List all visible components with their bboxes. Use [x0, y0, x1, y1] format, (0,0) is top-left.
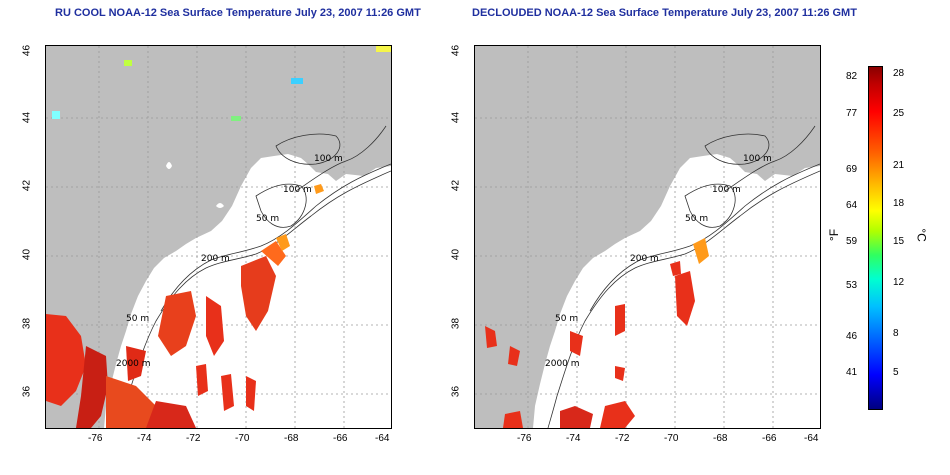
right-map-canvas: 100 m 100 m 50 m 200 m 50 m 2000 m — [475, 46, 820, 428]
fahrenheit-tick: 64 — [846, 200, 858, 211]
fahrenheit-tick: 41 — [846, 367, 858, 378]
y-tick: 46 — [450, 44, 462, 57]
y-tick: 36 — [450, 385, 462, 398]
fahrenheit-unit-label: °F — [827, 228, 842, 242]
left-sst-map: 100 m 100 m 50 m 200 m 50 m 2000 m — [45, 45, 392, 429]
fahrenheit-tick: 69 — [846, 164, 858, 175]
y-tick: 46 — [21, 44, 33, 57]
y-tick: 44 — [21, 111, 33, 124]
x-tick: -66 — [333, 433, 348, 444]
y-tick: 44 — [450, 111, 462, 124]
fahrenheit-tick: 53 — [846, 280, 858, 291]
celsius-tick: 21 — [893, 160, 905, 171]
contour-label: 50 m — [685, 214, 708, 224]
y-tick: 38 — [21, 317, 33, 330]
contour-label: 100 m — [712, 185, 741, 195]
sst-patches — [46, 184, 324, 428]
x-tick: -64 — [375, 433, 390, 444]
y-tick: 40 — [450, 248, 462, 261]
contour-label: 100 m — [314, 154, 343, 164]
contour-label: 200 m — [201, 254, 230, 264]
y-tick: 40 — [21, 248, 33, 261]
x-tick: -76 — [88, 433, 103, 444]
celsius-tick: 12 — [893, 277, 905, 288]
land-mass — [46, 46, 391, 428]
contour-label: 50 m — [126, 314, 149, 324]
y-tick: 42 — [450, 179, 462, 192]
y-tick: 38 — [450, 317, 462, 330]
contour-label: 100 m — [743, 154, 772, 164]
x-tick: -64 — [804, 433, 819, 444]
x-tick: -74 — [566, 433, 581, 444]
left-map-canvas: 100 m 100 m 50 m 200 m 50 m 2000 m — [46, 46, 391, 428]
y-tick: 42 — [21, 179, 33, 192]
contour-label: 2000 m — [545, 359, 580, 369]
x-tick: -68 — [284, 433, 299, 444]
temperature-colorbar — [868, 66, 883, 410]
contour-label: 2000 m — [116, 359, 151, 369]
left-map-title: RU COOL NOAA-12 Sea Surface Temperature … — [55, 7, 421, 19]
celsius-tick: 18 — [893, 198, 905, 209]
x-tick: -70 — [664, 433, 679, 444]
celsius-tick: 15 — [893, 236, 905, 247]
contour-label: 100 m — [283, 185, 312, 195]
celsius-unit-label: °C — [914, 228, 929, 242]
x-tick: -76 — [517, 433, 532, 444]
contour-label: 200 m — [630, 254, 659, 264]
x-tick: -72 — [186, 433, 201, 444]
fahrenheit-tick: 82 — [846, 71, 858, 82]
x-tick: -70 — [235, 433, 250, 444]
x-tick: -72 — [615, 433, 630, 444]
right-sst-map: 100 m 100 m 50 m 200 m 50 m 2000 m — [474, 45, 821, 429]
fahrenheit-tick: 59 — [846, 236, 858, 247]
x-tick: -66 — [762, 433, 777, 444]
contour-label: 50 m — [256, 214, 279, 224]
celsius-tick: 25 — [893, 108, 905, 119]
celsius-tick: 28 — [893, 68, 905, 79]
right-map-title: DECLOUDED NOAA-12 Sea Surface Temperatur… — [472, 7, 857, 19]
contour-label: 50 m — [555, 314, 578, 324]
fahrenheit-tick: 77 — [846, 108, 858, 119]
sst-patches — [485, 238, 709, 428]
y-tick: 36 — [21, 385, 33, 398]
x-tick: -74 — [137, 433, 152, 444]
fahrenheit-tick: 46 — [846, 331, 858, 342]
celsius-tick: 5 — [893, 367, 899, 378]
land-mass — [475, 46, 820, 428]
celsius-tick: 8 — [893, 328, 899, 339]
x-tick: -68 — [713, 433, 728, 444]
